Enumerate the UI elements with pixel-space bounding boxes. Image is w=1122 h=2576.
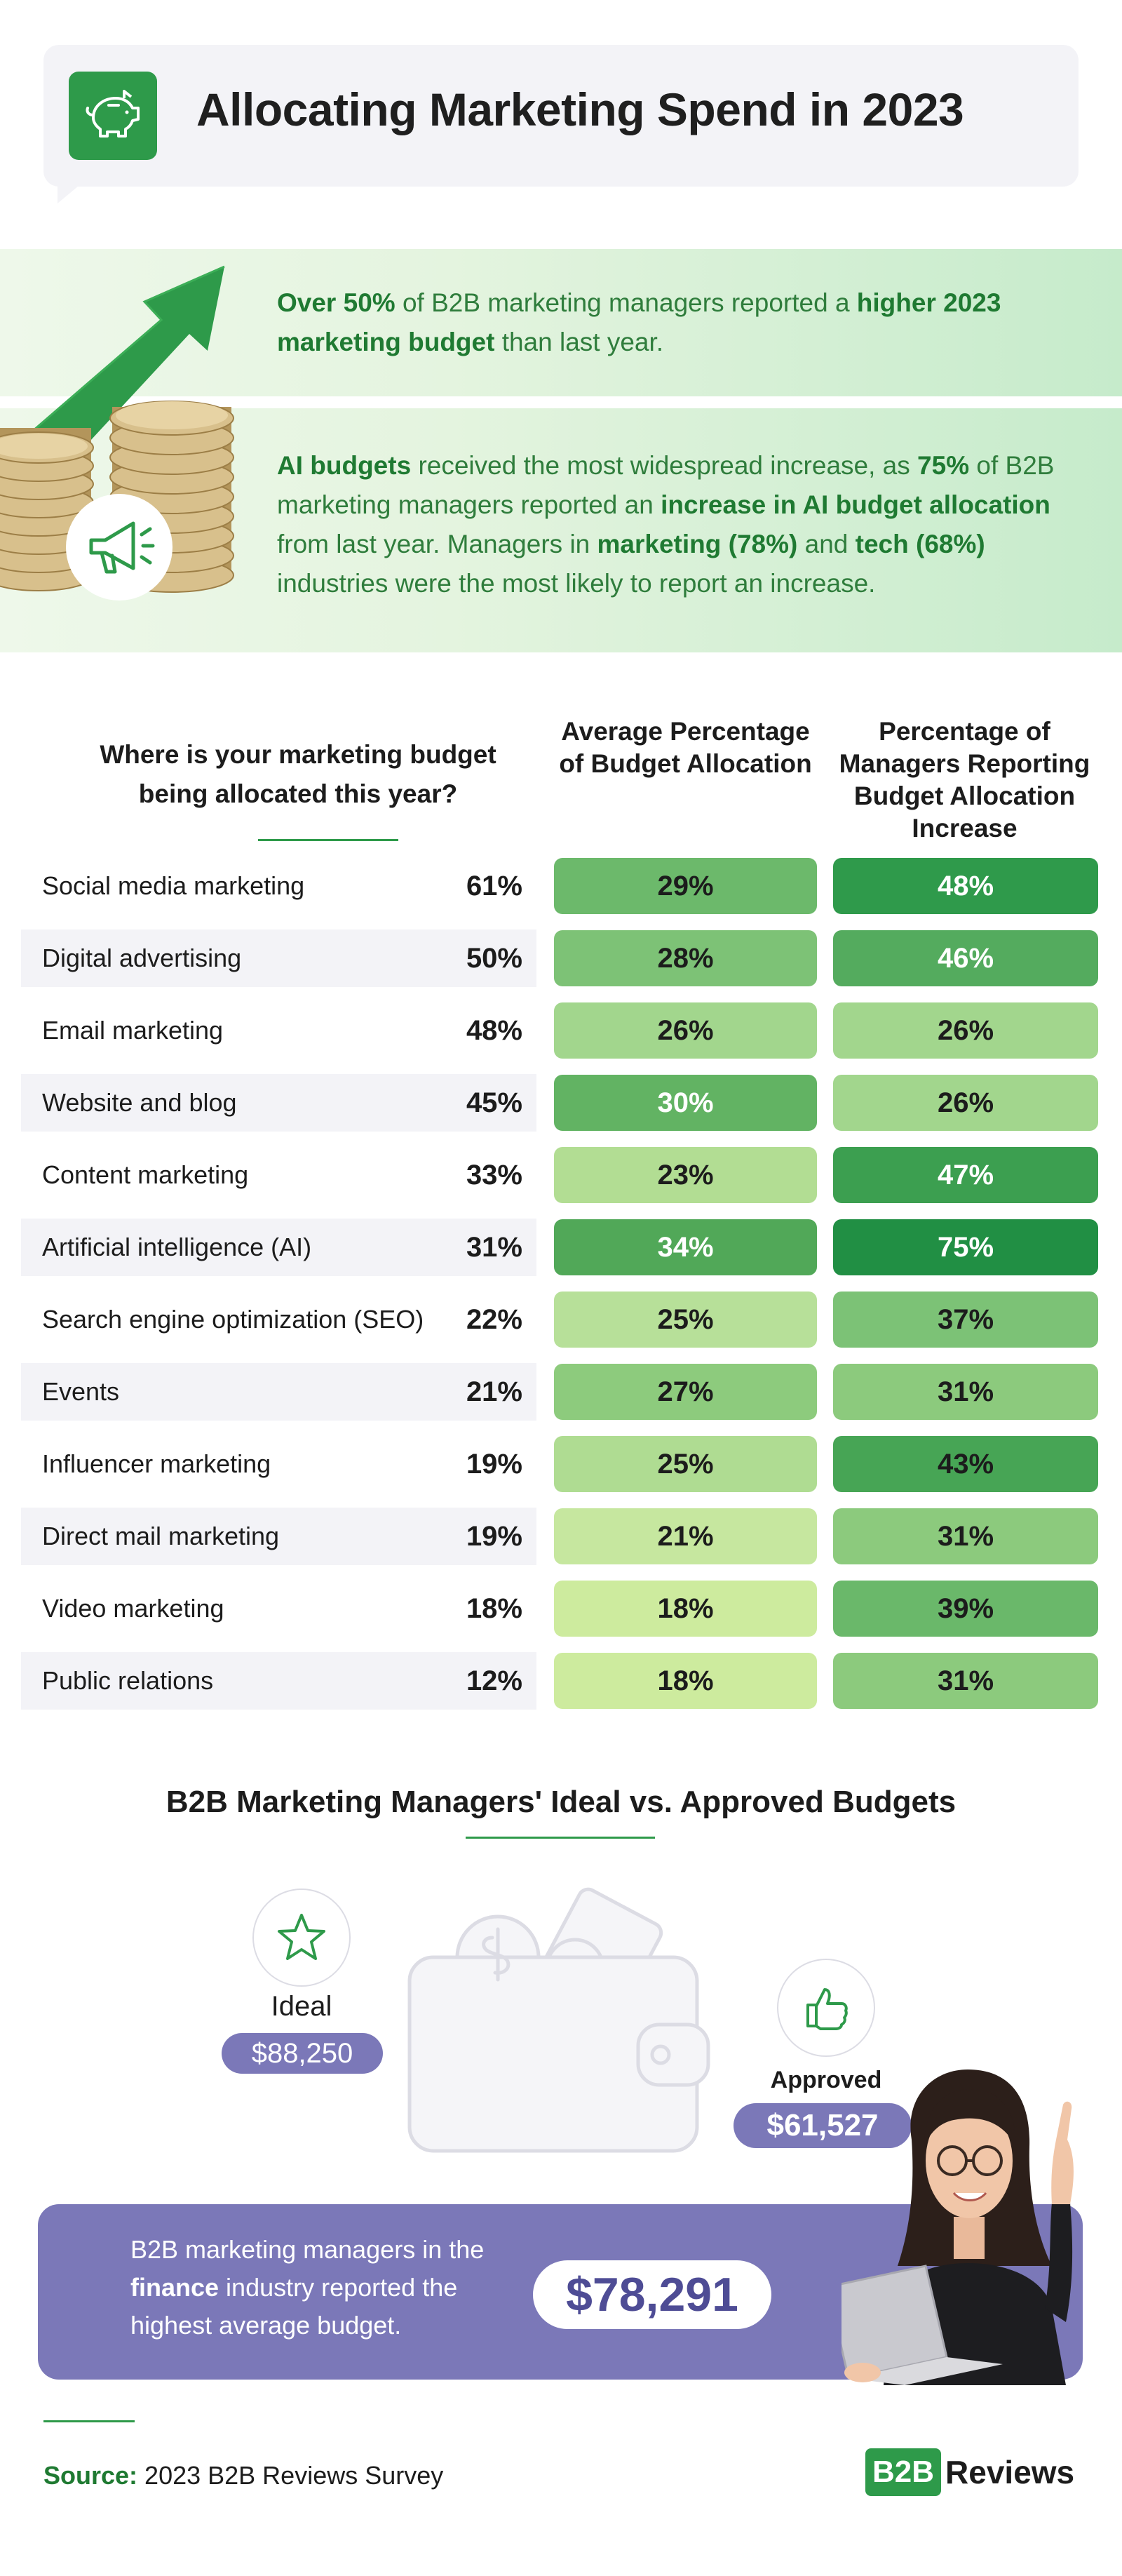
b2b-reviews-logo: B2B Reviews	[865, 2448, 1074, 2496]
avg-allocation-cell: 26%	[554, 1002, 817, 1059]
budgets-title-underline	[466, 1837, 655, 1839]
title-card	[43, 45, 1079, 187]
increase-cell: 39%	[833, 1581, 1098, 1637]
row-percentage: 18%	[466, 1593, 522, 1624]
row-label: Artificial intelligence (AI)	[42, 1233, 312, 1261]
avg-allocation-cell: 27%	[554, 1364, 817, 1420]
column-header-reporting-increase: Percentage of Managers Reporting Budget …	[839, 717, 1090, 843]
table-question: Where is your marketing budget being all…	[100, 740, 496, 808]
budget-increase-statement: Over 50% of B2B marketing managers repor…	[277, 288, 1001, 356]
row-percentage: 19%	[466, 1449, 522, 1480]
row-label: Direct mail marketing	[42, 1522, 280, 1550]
row-label: Events	[42, 1377, 120, 1406]
table-row: Website and blog 45%	[21, 1074, 536, 1132]
row-percentage: 61%	[466, 871, 522, 901]
increase-cell: 37%	[833, 1292, 1098, 1348]
logo-box: B2B	[865, 2448, 942, 2496]
row-label: Public relations	[42, 1666, 214, 1695]
row-percentage: 22%	[466, 1304, 522, 1335]
footer-rule	[43, 2420, 135, 2422]
source-citation: Source: 2023 B2B Reviews Survey	[43, 2461, 444, 2490]
budgets-section-title: B2B Marketing Managers' Ideal vs. Approv…	[165, 1785, 957, 1819]
table-row: Content marketing 33%	[21, 1146, 536, 1204]
row-label: Influencer marketing	[42, 1449, 271, 1478]
table-row: Search engine optimization (SEO) 22%	[21, 1291, 536, 1348]
increase-cell: 31%	[833, 1508, 1098, 1564]
avg-allocation-cell: 29%	[554, 858, 817, 914]
row-label: Content marketing	[42, 1160, 249, 1189]
row-percentage: 12%	[466, 1665, 522, 1696]
approved-label: Approved	[770, 2067, 882, 2093]
row-percentage: 45%	[466, 1087, 522, 1118]
table-row: Video marketing 18%	[21, 1580, 536, 1637]
increase-cell: 75%	[833, 1219, 1098, 1275]
table-row: Social media marketing 61%	[21, 857, 536, 915]
row-label: Website and blog	[42, 1088, 237, 1117]
avg-allocation-cell: 23%	[554, 1147, 817, 1203]
approved-budget-value: $61,527	[734, 2103, 912, 2148]
page-title: Allocating Marketing Spend in 2023	[196, 83, 964, 135]
wallet-illustration	[407, 1887, 710, 2153]
growth-coins-illustration	[0, 265, 234, 601]
avg-allocation-cell: 30%	[554, 1075, 817, 1131]
increase-cell: 31%	[833, 1364, 1098, 1420]
table-row: Email marketing 48%	[21, 1002, 536, 1059]
avg-allocation-cell: 28%	[554, 930, 817, 986]
star-icon	[252, 1889, 351, 1987]
table-row: Influencer marketing 19%	[21, 1435, 536, 1493]
row-label: Search engine optimization (SEO)	[42, 1305, 424, 1334]
title-card-tail	[58, 175, 91, 203]
row-percentage: 50%	[466, 943, 522, 974]
row-label: Video marketing	[42, 1594, 224, 1623]
row-percentage: 21%	[466, 1376, 522, 1407]
increase-cell: 46%	[833, 930, 1098, 986]
avg-allocation-cell: 18%	[554, 1581, 817, 1637]
avg-allocation-cell: 18%	[554, 1653, 817, 1709]
ideal-budget-value: $88,250	[222, 2033, 383, 2074]
table-row: Direct mail marketing 19%	[21, 1508, 536, 1565]
table-row: Digital advertising 50%	[21, 930, 536, 987]
table-row: Artificial intelligence (AI) 31%	[21, 1219, 536, 1276]
avg-allocation-cell: 34%	[554, 1219, 817, 1275]
table-row: Public relations 12%	[21, 1652, 536, 1710]
row-label: Digital advertising	[42, 944, 242, 972]
row-percentage: 31%	[466, 1232, 522, 1263]
avg-allocation-cell: 21%	[554, 1508, 817, 1564]
finance-average-budget: $78,291	[533, 2260, 771, 2329]
row-label: Social media marketing	[42, 871, 305, 900]
logo-text: Reviews	[945, 2454, 1075, 2490]
row-percentage: 33%	[466, 1160, 522, 1190]
woman-with-laptop-illustration	[842, 2069, 1074, 2385]
row-percentage: 19%	[466, 1521, 522, 1552]
ai-budget-statement: AI budgets received the most widespread …	[277, 451, 1055, 598]
finance-callout-text: B2B marketing managers in the finance in…	[130, 2235, 485, 2340]
increase-cell: 47%	[833, 1147, 1098, 1203]
increase-cell: 26%	[833, 1002, 1098, 1059]
row-label: Email marketing	[42, 1016, 224, 1045]
ideal-label: Ideal	[271, 1991, 332, 2022]
increase-cell: 43%	[833, 1436, 1098, 1492]
row-percentage: 48%	[466, 1015, 522, 1046]
avg-allocation-cell: 25%	[554, 1292, 817, 1348]
table-row: Events 21%	[21, 1363, 536, 1421]
column-header-average-allocation: Average Percentage of Budget Allocation	[559, 717, 812, 778]
avg-allocation-cell: 25%	[554, 1436, 817, 1492]
increase-cell: 48%	[833, 858, 1098, 914]
increase-cell: 26%	[833, 1075, 1098, 1131]
question-underline	[258, 839, 398, 841]
increase-cell: 31%	[833, 1653, 1098, 1709]
thumbs-up-icon	[777, 1959, 875, 2057]
piggy-bank-icon	[69, 72, 157, 160]
